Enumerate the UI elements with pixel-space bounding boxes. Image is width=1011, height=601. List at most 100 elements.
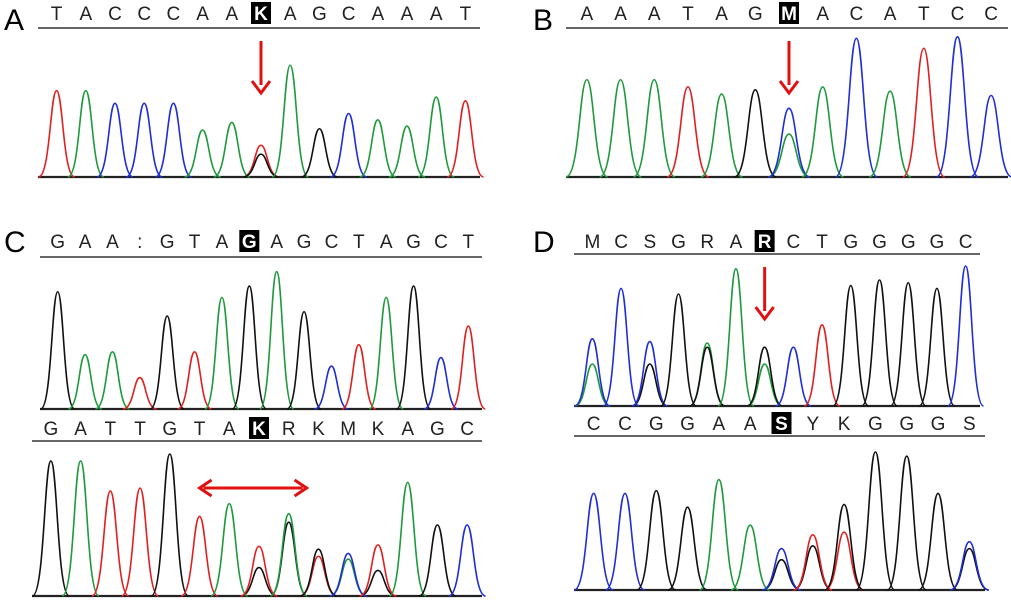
trace-peak-minor	[767, 133, 811, 178]
base-call: A	[401, 4, 414, 25]
mutation-arrow-head	[250, 80, 272, 96]
base-call: G	[312, 4, 327, 25]
panel-label-c: C	[4, 226, 26, 259]
base-call: A	[430, 4, 443, 25]
trace-peak	[423, 356, 459, 410]
base-call: A	[715, 4, 728, 25]
trace-peak	[204, 296, 240, 410]
trace-peak	[667, 506, 708, 591]
base-call: A	[713, 414, 726, 435]
base-call: A	[74, 419, 87, 440]
trace-peak	[213, 121, 251, 178]
trace-peak	[860, 279, 899, 407]
base-call: S	[775, 414, 788, 435]
base-call: Y	[806, 414, 819, 435]
base-call: G	[899, 414, 914, 435]
base-call: A	[744, 414, 757, 435]
trace-peak	[299, 548, 338, 597]
trace-peak	[446, 99, 484, 178]
trace-peak	[699, 478, 739, 591]
base-call: S	[963, 414, 976, 435]
trace-peak	[329, 552, 367, 597]
base-call: G	[748, 4, 763, 25]
trace-peak	[368, 296, 404, 410]
trace-peak	[632, 78, 676, 178]
base-highlight	[249, 417, 269, 439]
base-call: G	[901, 232, 916, 253]
trace-peak	[150, 453, 189, 597]
base-call: C	[959, 232, 973, 253]
base-call: A	[380, 232, 393, 253]
base-call: G	[242, 232, 257, 253]
base-call: G	[680, 414, 695, 435]
trace-peak-minor	[689, 342, 726, 407]
trace-peak	[210, 502, 249, 597]
base-call: S	[643, 232, 656, 253]
base-call: T	[189, 232, 201, 253]
base-call: K	[254, 4, 268, 25]
base-highlight	[771, 412, 792, 434]
trace-peak	[573, 492, 614, 591]
trace-peak-minor	[299, 555, 338, 597]
base-call: G	[43, 419, 58, 440]
base-call: A	[79, 232, 92, 253]
trace-peak	[341, 343, 377, 410]
trace-peak	[803, 323, 841, 407]
trace-peak-minor	[242, 144, 280, 178]
trace-peak	[717, 267, 755, 407]
trace-peak	[31, 460, 71, 597]
trace-peak	[793, 533, 833, 591]
base-call: T	[816, 232, 828, 253]
base-call: T	[460, 4, 472, 25]
base-call: M	[781, 4, 797, 25]
trace-peak	[947, 265, 985, 407]
base-call: G	[649, 414, 664, 435]
base-call: C	[460, 419, 474, 440]
trace-peak	[231, 285, 268, 410]
trace-peak	[636, 489, 677, 591]
base-call: A	[225, 4, 238, 25]
base-call: C	[587, 414, 601, 435]
base-call: R	[282, 419, 296, 440]
base-call: C	[786, 232, 800, 253]
base-call: R	[758, 232, 772, 253]
trace-peak	[574, 337, 611, 407]
mutation-arrow-head	[778, 80, 800, 96]
base-call: T	[353, 232, 365, 253]
trace-peak	[918, 492, 958, 591]
trace-peak	[631, 340, 668, 407]
base-call: M	[584, 232, 600, 253]
base-highlight	[754, 230, 775, 252]
base-call: G	[406, 232, 421, 253]
base-call: C	[951, 4, 965, 25]
base-call: K	[252, 419, 266, 440]
base-call: C	[434, 232, 448, 253]
trace-peak	[388, 481, 427, 597]
base-call: G	[430, 419, 445, 440]
base-call: C	[108, 4, 122, 25]
trace-peak	[689, 346, 726, 407]
base-call: C	[984, 4, 998, 25]
trace-peak	[242, 153, 280, 178]
trace-peak-minor	[574, 363, 611, 407]
base-call: T	[918, 4, 930, 25]
trace-peak	[886, 455, 927, 591]
panel-label-d: D	[533, 226, 555, 259]
trace-peak	[271, 64, 310, 178]
base-call: T	[682, 4, 694, 25]
trace-peak	[359, 119, 397, 178]
base-call: C	[167, 4, 181, 25]
trace-peak	[767, 107, 811, 178]
base-call: A	[614, 4, 627, 25]
base-call: A	[270, 232, 283, 253]
trace-peak	[902, 47, 946, 178]
base-call: K	[312, 419, 325, 440]
base-call: G	[297, 232, 312, 253]
base-call: A	[581, 4, 594, 25]
